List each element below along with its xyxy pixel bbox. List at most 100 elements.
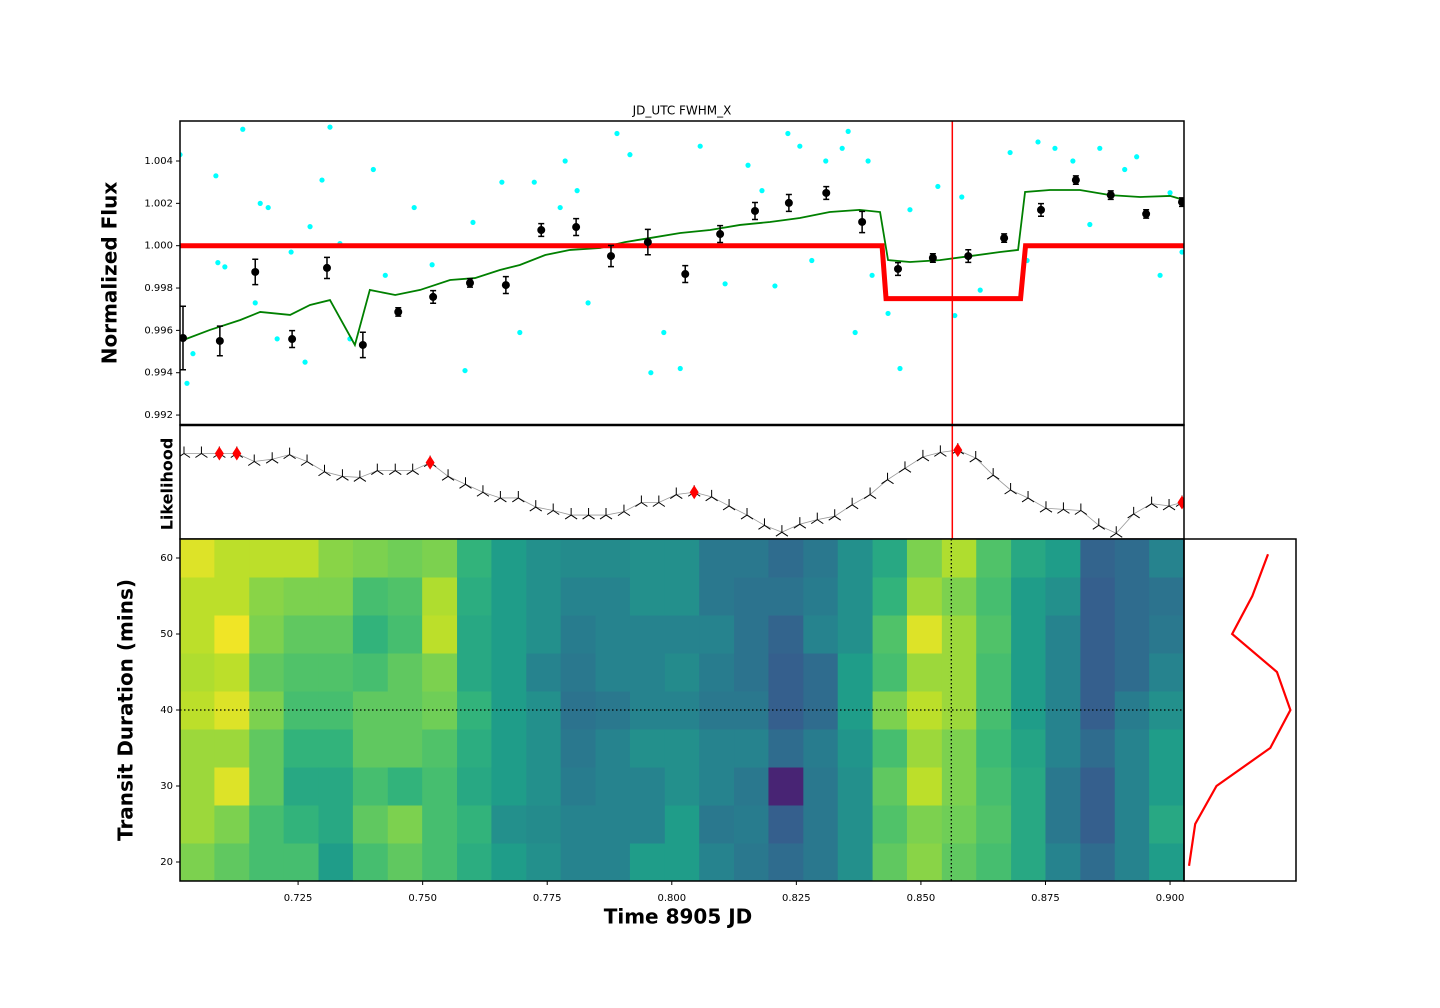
heatmap-cell	[249, 615, 285, 654]
data-point	[1052, 145, 1058, 151]
likelihood-marker	[916, 449, 930, 462]
likelihood-marker	[388, 463, 402, 476]
heatmap-cell	[872, 653, 908, 692]
heatmap-cell	[318, 729, 354, 768]
likelihood-marker	[758, 518, 771, 530]
x-tick-label: 0.850	[907, 893, 936, 904]
heatmap-cell	[318, 615, 354, 654]
x-tick-label: 0.900	[1156, 893, 1185, 904]
heatmap-cell	[352, 691, 389, 730]
data-point	[839, 145, 845, 151]
binned-point	[1036, 205, 1045, 214]
heatmap-cell	[1114, 539, 1150, 578]
y-tick-label: 1.002	[144, 198, 173, 209]
heatmap-cell	[906, 767, 943, 806]
data-point	[1087, 221, 1093, 228]
heatmap-cell	[491, 729, 527, 768]
binned-point	[822, 188, 831, 197]
heatmap-cell	[526, 843, 562, 882]
likelihood-marker	[986, 468, 1000, 480]
likelihood-marker	[441, 469, 455, 481]
y-tick-label: 0.996	[144, 325, 173, 336]
heatmap-cell	[837, 843, 874, 882]
heatmap-cell	[1080, 653, 1116, 692]
y-axis-label: Likelihood	[158, 438, 177, 531]
heatmap-cell	[595, 805, 631, 844]
heatmap-cell	[941, 691, 977, 730]
heatmap-cell	[457, 767, 492, 806]
data-point	[852, 329, 858, 336]
heatmap-cell	[249, 805, 285, 844]
heatmap-cell	[629, 577, 666, 616]
binned-point	[928, 253, 937, 262]
heatmap-cell	[1011, 729, 1046, 768]
likelihood-marker	[1127, 506, 1140, 519]
heatmap-cell	[180, 577, 215, 616]
heatmap-cell	[526, 805, 562, 844]
heatmap-cell	[1080, 691, 1116, 730]
heatmap-cell	[283, 539, 320, 578]
heatmap-cell	[768, 805, 804, 844]
heatmap-cell	[734, 843, 769, 882]
binned-point	[716, 230, 725, 239]
likelihood-marker	[881, 472, 894, 485]
heatmap-cell	[803, 767, 839, 806]
x-tick-label: 0.825	[782, 893, 811, 904]
heatmap-cell	[1114, 729, 1150, 768]
likelihood-marker	[934, 445, 947, 457]
heatmap-cell	[1011, 615, 1046, 654]
likelihood-marker	[406, 463, 419, 476]
heatmap-cell	[214, 767, 250, 806]
heatmap-cell	[180, 729, 215, 768]
data-point	[327, 124, 333, 130]
axes-frame	[1183, 538, 1297, 882]
smoothed-line	[182, 189, 1184, 348]
heatmap-cell	[734, 767, 769, 806]
heatmap-cell	[1011, 843, 1046, 882]
data-point	[184, 380, 190, 386]
heatmap-cell	[803, 653, 839, 692]
heatmap-cell	[595, 767, 631, 806]
heatmap-cell	[422, 729, 458, 768]
heatmap-cell	[629, 805, 666, 844]
heatmap-cell	[734, 653, 769, 692]
heatmap-cell	[214, 843, 250, 882]
binned-point	[288, 335, 297, 344]
data-point	[722, 281, 728, 287]
heatmap-cell	[249, 691, 285, 730]
heatmap-cell	[872, 805, 908, 844]
heatmap-cell	[1114, 805, 1150, 844]
heatmap-cell	[526, 767, 562, 806]
heatmap-cell	[1149, 653, 1185, 692]
data-point	[809, 257, 815, 264]
heatmap-cell	[734, 615, 769, 654]
heatmap-cell	[629, 653, 666, 692]
likelihood-marker	[564, 508, 578, 520]
heatmap-cell	[595, 653, 631, 692]
peak-marker	[214, 446, 224, 461]
x-tick-label: 0.775	[533, 893, 562, 904]
heatmap-cell	[1045, 691, 1081, 730]
heatmap-cell	[906, 539, 943, 578]
heatmap-cell	[837, 653, 874, 692]
heatmap-cell	[422, 843, 458, 882]
binned-point	[893, 264, 902, 273]
heatmap-cell	[180, 539, 215, 578]
heatmap-cell	[1114, 577, 1150, 616]
heatmap-cell	[595, 843, 631, 882]
heatmap-cell	[214, 577, 250, 616]
binned-point	[429, 292, 438, 301]
binned-point	[1106, 191, 1115, 200]
heatmap-cell	[837, 615, 874, 654]
heatmap-cell	[1080, 729, 1116, 768]
heatmap-cell	[491, 615, 527, 654]
data-point	[370, 166, 376, 173]
peak-marker	[425, 455, 435, 470]
heatmap-cell	[872, 729, 908, 768]
heatmap-cell	[768, 843, 804, 882]
likelihood-marker	[247, 454, 261, 466]
heatmap-cell	[664, 729, 700, 768]
binned-point	[784, 198, 793, 207]
heatmap-cell	[1011, 577, 1046, 616]
